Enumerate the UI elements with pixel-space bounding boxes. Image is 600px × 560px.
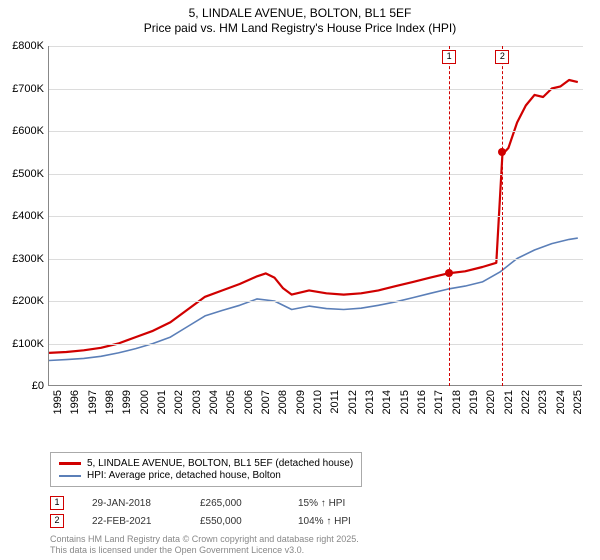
transaction-delta: 104% ↑ HPI [298,516,351,527]
transaction-marker: 1 [50,496,64,510]
legend-label-series-2: HPI: Average price, detached house, Bolt… [87,470,281,481]
transaction-date: 29-JAN-2018 [92,498,172,509]
xtick-label: 2022 [520,390,532,414]
xtick-label: 1998 [104,390,116,414]
xtick-label: 2001 [156,390,168,414]
xtick-label: 2016 [416,390,428,414]
ytick-label: £600K [12,125,44,137]
xtick-label: 1996 [69,390,81,414]
legend-row-series-1: 5, LINDALE AVENUE, BOLTON, BL1 5EF (deta… [59,458,353,469]
transaction-date: 22-FEB-2021 [92,516,172,527]
xtick-label: 2025 [572,390,584,414]
legend-box: 5, LINDALE AVENUE, BOLTON, BL1 5EF (deta… [50,452,362,487]
ytick-label: £700K [12,83,44,95]
legend-row-series-2: HPI: Average price, detached house, Bolt… [59,470,353,481]
marker-box: 2 [495,50,509,64]
xtick-label: 2017 [433,390,445,414]
xtick-label: 2000 [139,390,151,414]
xtick-label: 2004 [208,390,220,414]
table-row: 2 22-FEB-2021 £550,000 104% ↑ HPI [50,514,351,528]
transaction-delta: 15% ↑ HPI [298,498,345,509]
xtick-label: 2020 [485,390,497,414]
chart-title-block: 5, LINDALE AVENUE, BOLTON, BL1 5EF Price… [0,0,600,35]
xtick-label: 2007 [260,390,272,414]
xtick-label: 2003 [191,390,203,414]
xtick-label: 2002 [173,390,185,414]
xtick-label: 2018 [451,390,463,414]
legend-swatch-series-1 [59,462,81,464]
table-row: 1 29-JAN-2018 £265,000 15% ↑ HPI [50,496,351,510]
xtick-label: 2006 [243,390,255,414]
plot-wrap: 12 £0£100K£200K£300K£400K£500K£600K£700K… [48,46,582,410]
transaction-marker: 2 [50,514,64,528]
marker-vline [449,46,450,386]
ytick-label: £300K [12,253,44,265]
xtick-label: 2019 [468,390,480,414]
ytick-label: £400K [12,210,44,222]
marker-vline [502,46,503,386]
xtick-label: 1997 [87,390,99,414]
ytick-label: £0 [32,380,44,392]
marker-dot [498,148,506,156]
legend-label-series-1: 5, LINDALE AVENUE, BOLTON, BL1 5EF (deta… [87,458,353,469]
ytick-label: £100K [12,338,44,350]
ytick-label: £200K [12,295,44,307]
xtick-label: 2023 [537,390,549,414]
chart-title-main: 5, LINDALE AVENUE, BOLTON, BL1 5EF [0,6,600,20]
xtick-label: 2008 [277,390,289,414]
marker-dot [445,269,453,277]
xtick-label: 2005 [225,390,237,414]
footer-attribution: Contains HM Land Registry data © Crown c… [50,534,359,556]
transaction-table: 1 29-JAN-2018 £265,000 15% ↑ HPI 2 22-FE… [50,496,351,532]
ytick-label: £800K [12,40,44,52]
footer-line-2: This data is licensed under the Open Gov… [50,545,359,556]
ytick-label: £500K [12,168,44,180]
xtick-label: 2011 [329,390,341,414]
xtick-label: 2021 [503,390,515,414]
xtick-label: 2024 [555,390,567,414]
chart-title-sub: Price paid vs. HM Land Registry's House … [0,21,600,35]
xtick-label: 1995 [52,390,64,414]
xtick-label: 2010 [312,390,324,414]
marker-box: 1 [442,50,456,64]
xtick-label: 2014 [381,390,393,414]
footer-line-1: Contains HM Land Registry data © Crown c… [50,534,359,545]
xtick-label: 2009 [295,390,307,414]
series-line-2 [49,238,578,360]
xtick-label: 2013 [364,390,376,414]
xtick-label: 2015 [399,390,411,414]
legend-swatch-series-2 [59,475,81,477]
plot-area: 12 [48,46,582,386]
transaction-price: £550,000 [200,516,270,527]
xtick-label: 2012 [347,390,359,414]
transaction-price: £265,000 [200,498,270,509]
xtick-label: 1999 [121,390,133,414]
